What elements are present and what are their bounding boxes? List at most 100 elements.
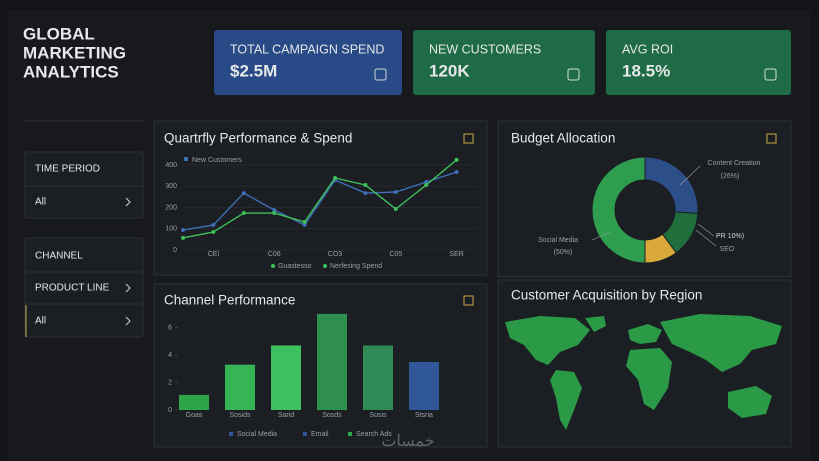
- legend-label: Search Ads: [356, 431, 392, 438]
- legend-swatch: [271, 264, 275, 268]
- point: [424, 182, 429, 187]
- point: [424, 180, 429, 185]
- bar: [271, 345, 301, 410]
- title-line: MARKETING: [23, 43, 126, 62]
- point: [211, 222, 216, 227]
- watermark: خمسات: [381, 433, 434, 450]
- land: [626, 348, 672, 410]
- panel-icon: [766, 133, 777, 144]
- x-tick-label: Sarid: [278, 412, 294, 419]
- series-line: [182, 171, 457, 231]
- filter-item[interactable]: All: [35, 316, 46, 327]
- slice-value: 10%): [728, 233, 744, 240]
- x-tick-label: Goas: [186, 412, 203, 419]
- panel-title: Budget Allocation: [511, 131, 615, 146]
- panel-title: Customer Acquisition by Region: [511, 288, 702, 303]
- legend-swatch: [184, 157, 188, 161]
- chevron: [125, 316, 131, 326]
- point: [393, 206, 398, 211]
- series-line: [182, 159, 458, 239]
- kpi-value: $2.5M: [230, 61, 277, 80]
- legend-label: Nerfesing Spend: [330, 263, 382, 270]
- panel-title: Channel Performance: [164, 293, 295, 308]
- y-tick-label: 300: [165, 183, 177, 190]
- land: [585, 316, 606, 332]
- point: [272, 211, 277, 216]
- land: [550, 370, 582, 430]
- y-tick-label: 0: [173, 247, 177, 254]
- x-tick-label: CO3: [328, 251, 343, 258]
- donut-segment: [591, 156, 646, 264]
- y-tick-label: 400: [165, 162, 177, 169]
- leader-line: [695, 229, 717, 247]
- land: [660, 314, 782, 372]
- point: [272, 208, 277, 213]
- point: [333, 175, 337, 180]
- slice-label: Content Creation: [708, 160, 761, 167]
- world-map: [505, 314, 782, 430]
- leader-line: [697, 223, 715, 237]
- point: [211, 229, 216, 234]
- filter-label: TIME PERIOD: [35, 164, 100, 175]
- point: [302, 222, 307, 227]
- kpi-value: 120K: [429, 61, 470, 80]
- legend-label: Social Media: [237, 431, 277, 438]
- point: [454, 170, 459, 175]
- x-tick-label: Sosids: [229, 412, 251, 419]
- x-tick-label: Sosds: [322, 412, 342, 419]
- land: [505, 316, 590, 365]
- x-tick-label: SER: [449, 251, 463, 258]
- point: [393, 190, 398, 195]
- bar: [317, 313, 347, 410]
- kpi-label: TOTAL CAMPAIGN SPEND: [230, 42, 384, 56]
- kpi-label: NEW CUSTOMERS: [429, 42, 541, 56]
- x-tick-label: Stsria: [415, 412, 433, 419]
- filter-value[interactable]: All: [35, 197, 46, 208]
- slice-label: Social Media: [538, 237, 578, 244]
- slice-value: (50%): [554, 249, 573, 256]
- point: [363, 191, 368, 196]
- panel-icon: [463, 295, 474, 306]
- panel-icon: [463, 133, 474, 144]
- chevron: [125, 197, 131, 207]
- land: [628, 324, 662, 344]
- title-line: ANALYTICS: [23, 62, 119, 81]
- leader-line: [591, 231, 611, 241]
- x-tick-label: Sosis: [369, 412, 387, 419]
- filter-item[interactable]: PRODUCT LINE: [35, 283, 110, 294]
- filter-label: CHANNEL: [35, 251, 83, 262]
- bar: [225, 364, 255, 410]
- legend-swatch: [303, 432, 307, 436]
- kpi-card: [606, 30, 791, 95]
- legend-label: Guastesso: [278, 263, 312, 270]
- legend-swatch: [229, 432, 233, 436]
- legend-label: Email: [311, 431, 329, 438]
- x-tick-label: CEl: [208, 251, 220, 258]
- kpi-icon: [764, 68, 777, 81]
- slice-label: PR 10%): [716, 233, 744, 240]
- kpi-icon: [567, 68, 580, 81]
- point: [181, 228, 185, 233]
- slice-label: SEO: [720, 246, 735, 253]
- kpi-icon: [374, 68, 387, 81]
- x-tick-label: C06: [268, 251, 281, 258]
- legend-swatch: [348, 432, 352, 436]
- point: [181, 235, 185, 240]
- bar: [363, 345, 393, 410]
- y-tick-label: 6: [168, 324, 172, 331]
- point: [241, 211, 246, 216]
- panel-title: Quartrfly Performance & Spend: [164, 131, 352, 146]
- point: [363, 182, 368, 187]
- y-tick-label: 0: [168, 407, 172, 414]
- slice-value: (26%): [721, 173, 740, 180]
- title-line: GLOBAL: [23, 24, 95, 43]
- kpi-label: AVG ROI: [622, 42, 673, 56]
- bar: [409, 361, 439, 410]
- chevron: [125, 283, 131, 293]
- y-tick-label: 2: [168, 379, 172, 386]
- kpi-card: [214, 30, 402, 95]
- leader-line: [679, 165, 701, 186]
- point: [302, 219, 307, 224]
